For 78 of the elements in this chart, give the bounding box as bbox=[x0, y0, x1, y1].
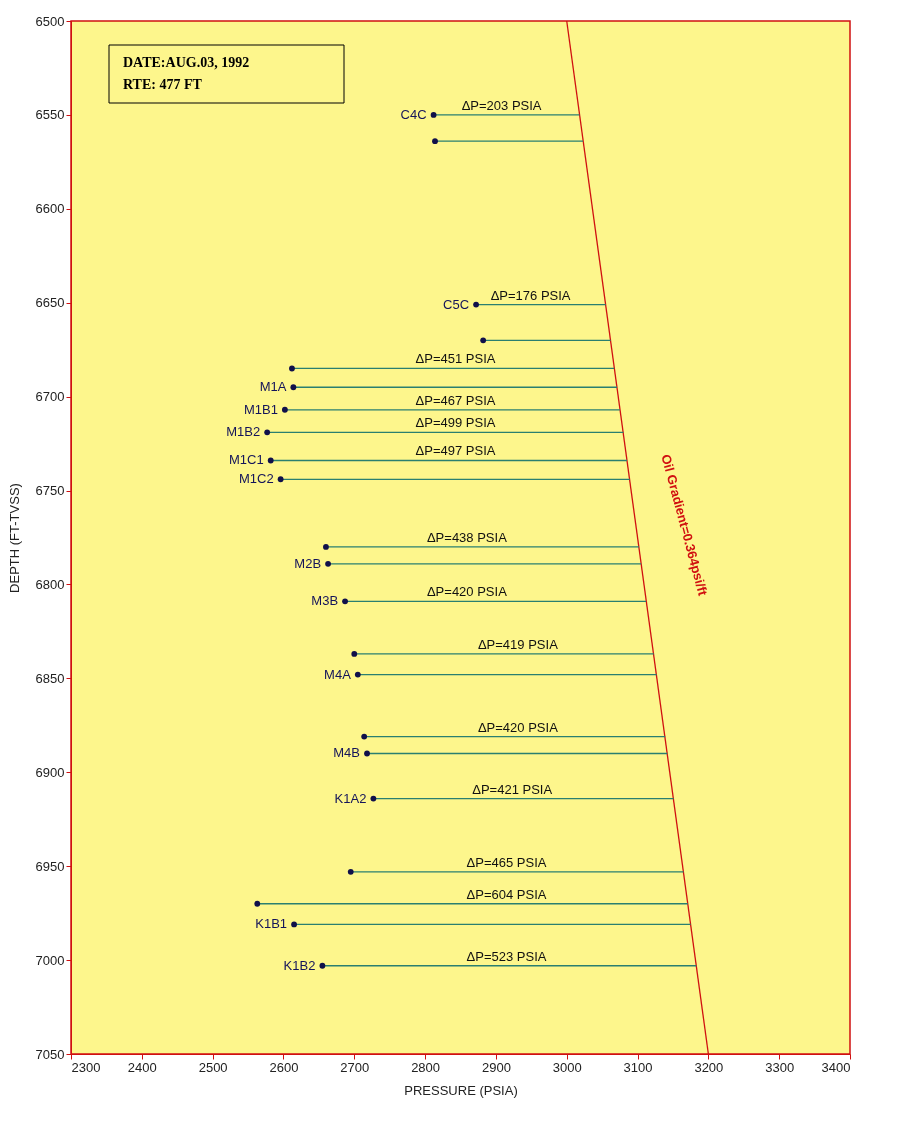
x-tick-label: 2700 bbox=[340, 1059, 370, 1075]
point bbox=[342, 598, 348, 605]
x-tick-label: 2600 bbox=[269, 1059, 299, 1075]
y-tick-label: 6550 bbox=[35, 107, 65, 123]
point bbox=[370, 795, 377, 802]
annotation: M1B1 bbox=[243, 401, 278, 417]
point bbox=[354, 671, 361, 678]
annotation: C4C bbox=[400, 106, 427, 122]
annotation: M2B bbox=[294, 555, 322, 571]
point bbox=[325, 560, 331, 567]
point bbox=[289, 365, 295, 372]
annotation: ΔP=421 PSIA bbox=[472, 781, 553, 797]
annotation: M1C1 bbox=[229, 452, 264, 468]
y-tick-label: 6500 bbox=[35, 13, 65, 29]
annotation: M3B bbox=[311, 593, 339, 609]
annotation: C5C bbox=[443, 296, 470, 312]
x-axis-title: PRESSURE (PSIA) bbox=[404, 1082, 518, 1098]
x-tick-label: 2500 bbox=[198, 1059, 228, 1075]
point bbox=[361, 733, 368, 740]
point bbox=[473, 301, 479, 308]
annotation: ΔP=604 PSIA bbox=[466, 886, 547, 902]
point bbox=[351, 651, 358, 657]
point bbox=[323, 543, 329, 550]
annotation: ΔP=523 PSIA bbox=[466, 948, 547, 964]
annotation: ΔP=420 PSIA bbox=[477, 719, 559, 735]
point bbox=[319, 962, 326, 969]
annotation: ΔP=465 PSIA bbox=[466, 854, 547, 870]
annotation: M1B2 bbox=[226, 424, 261, 440]
point bbox=[430, 112, 437, 118]
y-tick-label: 7000 bbox=[35, 952, 65, 968]
y-tick-label: 6650 bbox=[35, 295, 65, 311]
x-tick-label: 3400 bbox=[821, 1059, 851, 1075]
point bbox=[277, 476, 284, 483]
x-tick-label: 3300 bbox=[765, 1059, 795, 1075]
y-tick-label: 6850 bbox=[35, 670, 65, 686]
point bbox=[480, 337, 487, 344]
annotation: ΔP=438 PSIA bbox=[426, 529, 508, 545]
y-tick-label: 6800 bbox=[35, 576, 65, 592]
annotation: M4B bbox=[333, 745, 361, 761]
annotation: K1B2 bbox=[283, 957, 316, 973]
y-tick-label: 7050 bbox=[35, 1046, 65, 1062]
point bbox=[264, 429, 271, 436]
annotation: ΔP=497 PSIA bbox=[415, 443, 496, 459]
point bbox=[290, 384, 297, 391]
annotation: ΔP=203 PSIA bbox=[461, 97, 542, 113]
x-tick-label: 2400 bbox=[127, 1059, 157, 1075]
annotation: DATE:AUG.03, 1992 bbox=[123, 55, 250, 70]
annotation: M1C2 bbox=[238, 471, 274, 487]
x-tick-label: 3000 bbox=[552, 1059, 582, 1075]
x-tick-label: 3100 bbox=[623, 1059, 653, 1075]
annotation: M4A bbox=[324, 666, 352, 682]
x-tick-label: 3200 bbox=[694, 1059, 724, 1075]
point bbox=[267, 457, 274, 464]
annotation: ΔP=176 PSIA bbox=[490, 287, 571, 303]
x-tick-label: 2800 bbox=[411, 1059, 441, 1075]
point bbox=[347, 868, 354, 875]
annotation: ΔP=419 PSIA bbox=[477, 636, 559, 652]
y-tick-label: 6900 bbox=[35, 764, 65, 780]
annotation: RTE: 477 FT bbox=[123, 77, 203, 92]
y-tick-label: 6600 bbox=[35, 201, 65, 217]
point bbox=[281, 406, 288, 413]
annotation: K1B1 bbox=[255, 916, 288, 932]
x-tick-label: 2300 bbox=[71, 1059, 101, 1075]
y-tick-label: 6950 bbox=[35, 858, 65, 874]
y-tick-label: 6700 bbox=[35, 389, 65, 405]
annotation: ΔP=451 PSIA bbox=[415, 351, 496, 367]
point bbox=[432, 138, 438, 145]
annotation: M1A bbox=[259, 379, 287, 395]
annotation: ΔP=420 PSIA bbox=[426, 584, 508, 600]
point bbox=[254, 900, 261, 907]
annotation: ΔP=499 PSIA bbox=[415, 415, 496, 431]
y-axis-title: DEPTH (FT-TVSS) bbox=[6, 483, 22, 593]
point bbox=[364, 750, 370, 757]
y-tick-label: 6750 bbox=[35, 483, 65, 499]
x-tick-label: 2900 bbox=[481, 1059, 511, 1075]
annotation: K1A2 bbox=[334, 790, 367, 806]
point bbox=[291, 921, 297, 928]
annotation: ΔP=467 PSIA bbox=[415, 392, 496, 408]
